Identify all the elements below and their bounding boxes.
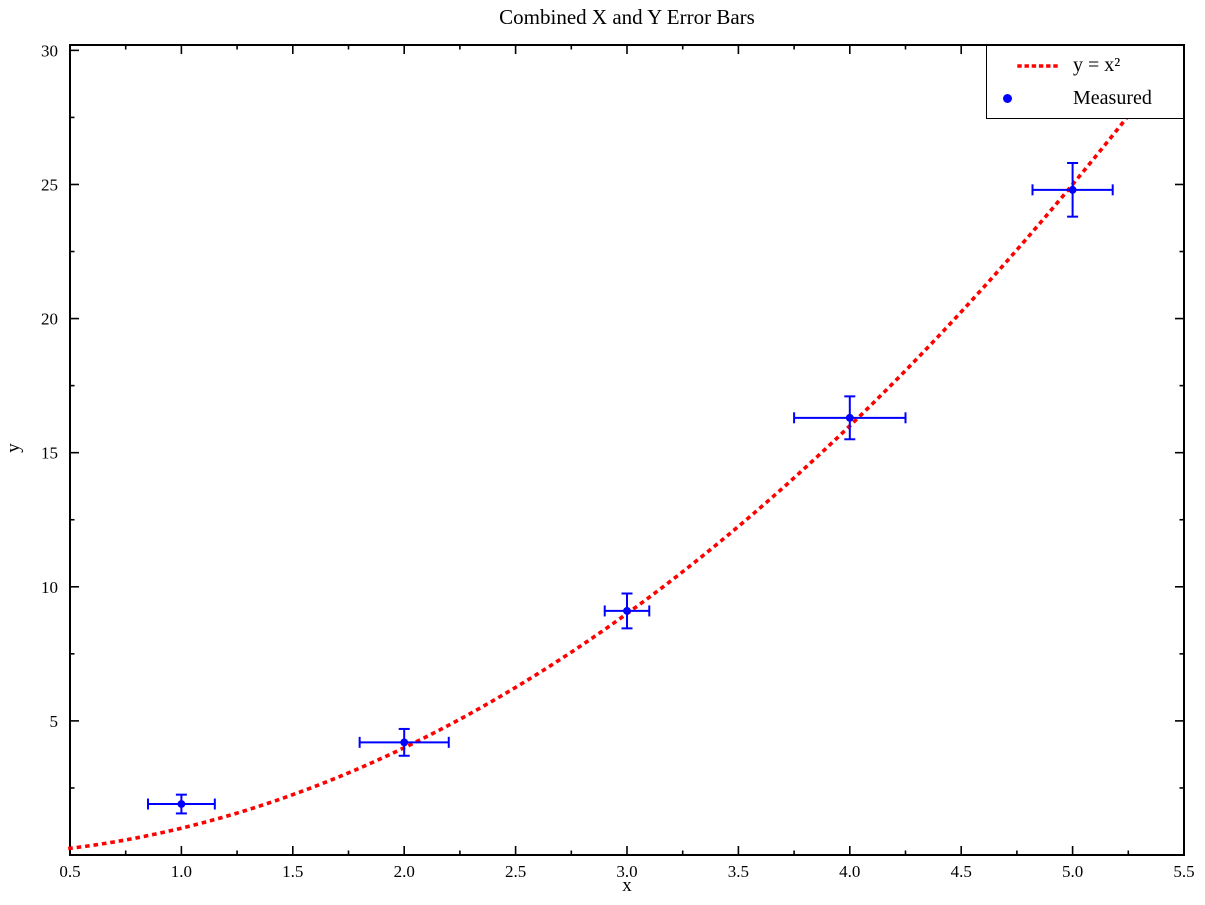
plot-border: [69, 44, 1185, 856]
legend-entry-curve: y = x²: [987, 49, 1183, 82]
chart-title: Combined X and Y Error Bars: [499, 5, 755, 29]
x-tick-label: 1.5: [282, 862, 303, 881]
x-tick-label: 3.5: [728, 862, 749, 881]
legend-label-curve: y = x²: [1073, 54, 1121, 76]
y-tick-label: 30: [41, 41, 58, 60]
data-point-marker: [177, 800, 186, 808]
legend-sample-curve: [1003, 62, 1073, 70]
x-tick-label: 0.5: [59, 862, 80, 881]
legend-sample-measured: [1003, 94, 1073, 103]
legend-label-measured: Measured: [1073, 87, 1152, 109]
data-point-marker: [845, 413, 854, 422]
x-tick-label: 4.0: [839, 862, 860, 881]
data-point-marker: [400, 738, 409, 747]
y-tick-label: 10: [41, 578, 58, 597]
x-tick-label: 2.5: [505, 862, 526, 881]
dotted-line-sample: [1017, 63, 1063, 68]
x-tick-label: 1.0: [171, 862, 192, 881]
y-axis-label: y: [3, 443, 24, 453]
data-point-marker: [623, 607, 631, 615]
x-axis-label: x: [622, 875, 632, 896]
x-tick-label: 2.0: [394, 862, 415, 881]
y-tick-label: 20: [41, 310, 58, 329]
y-tick-label: 25: [41, 175, 58, 194]
y-tick-label: 5: [50, 712, 59, 731]
legend: y = x² Measured: [986, 45, 1184, 119]
curve-y-equals-x-squared: [67, 44, 1185, 851]
x-tick-label: 4.5: [951, 862, 972, 881]
marker-sample-dot: [1003, 94, 1012, 103]
y-tick-label: 15: [41, 444, 58, 463]
data-point-marker: [1068, 185, 1077, 194]
legend-entry-measured: Measured: [987, 82, 1183, 115]
x-tick-label: 5.0: [1062, 862, 1083, 881]
x-tick-label: 5.5: [1173, 862, 1194, 881]
x-tick-label: 3.0: [616, 862, 637, 881]
